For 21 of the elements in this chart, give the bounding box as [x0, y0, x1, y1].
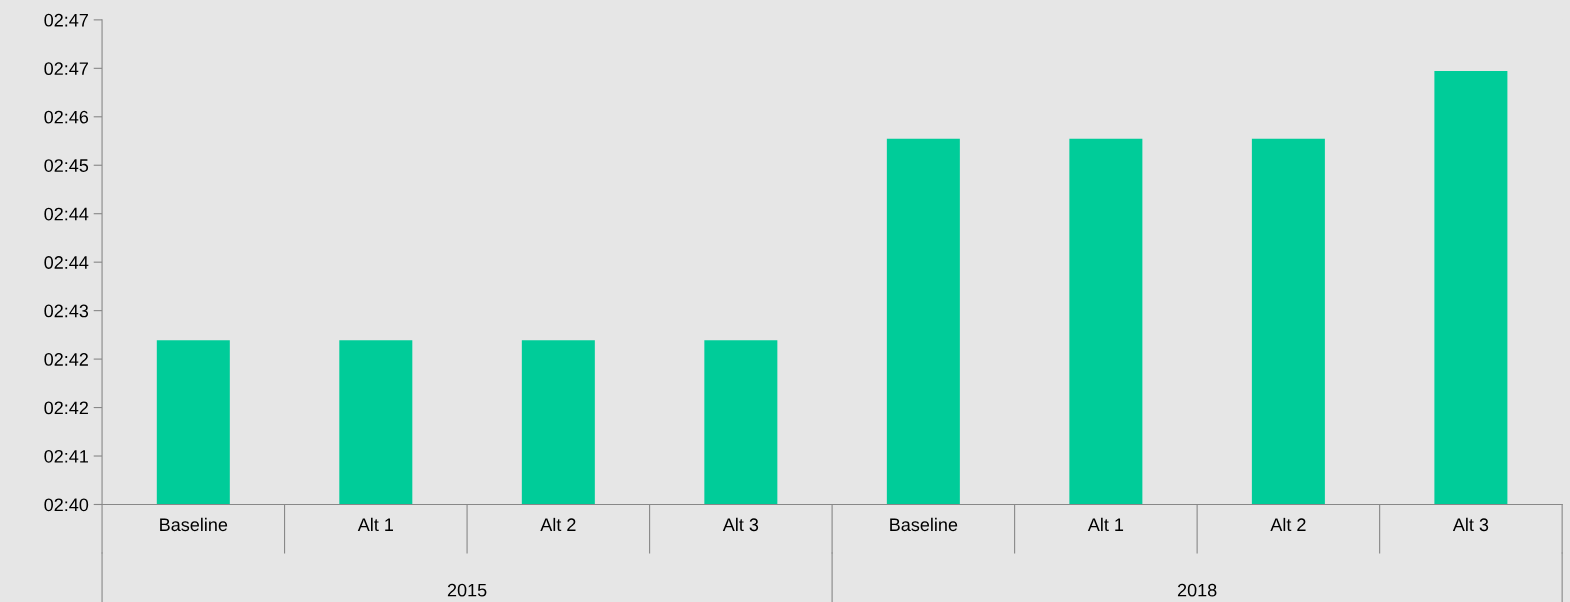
x-tick-label: Alt 2: [1270, 517, 1306, 532]
y-tick-label: 02:47: [44, 13, 88, 27]
x-tick-label: Baseline: [160, 517, 228, 532]
y-tick-label: 02:46: [44, 110, 89, 124]
y-tick-label: 02:44: [44, 207, 89, 221]
x-tick-label: Alt 2: [540, 517, 576, 532]
x-tick-label: Alt 1: [1087, 517, 1124, 532]
y-tick-label: 02:43: [44, 304, 89, 318]
x-tick-label: Alt 1: [357, 517, 393, 532]
x-tick-label: Alt 3: [1452, 517, 1489, 532]
y-tick-label: 02:41: [44, 449, 88, 463]
y-tick-label: 02:45: [44, 159, 89, 172]
y-tick-label: 02:42: [44, 401, 88, 415]
x-tick-label: Alt 3: [722, 517, 759, 532]
y-tick-label: 02:42: [44, 353, 88, 366]
y-tick-label: 02:40: [44, 498, 89, 512]
text: 2015: [447, 583, 487, 597]
y-tick-label: 02:47: [44, 62, 88, 76]
text: 2018: [1177, 583, 1217, 597]
y-tick-label: 02:44: [44, 256, 89, 269]
x-tick-label: Baseline: [890, 517, 958, 532]
